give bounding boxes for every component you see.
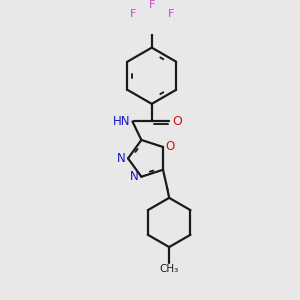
Text: F: F — [168, 9, 174, 19]
Text: O: O — [166, 140, 175, 153]
Text: F: F — [148, 0, 155, 10]
Text: CH₃: CH₃ — [160, 264, 179, 274]
Text: N: N — [130, 170, 139, 183]
Text: O: O — [172, 115, 182, 128]
Text: HN: HN — [113, 115, 131, 128]
Text: F: F — [130, 9, 136, 19]
Text: N: N — [117, 152, 125, 165]
